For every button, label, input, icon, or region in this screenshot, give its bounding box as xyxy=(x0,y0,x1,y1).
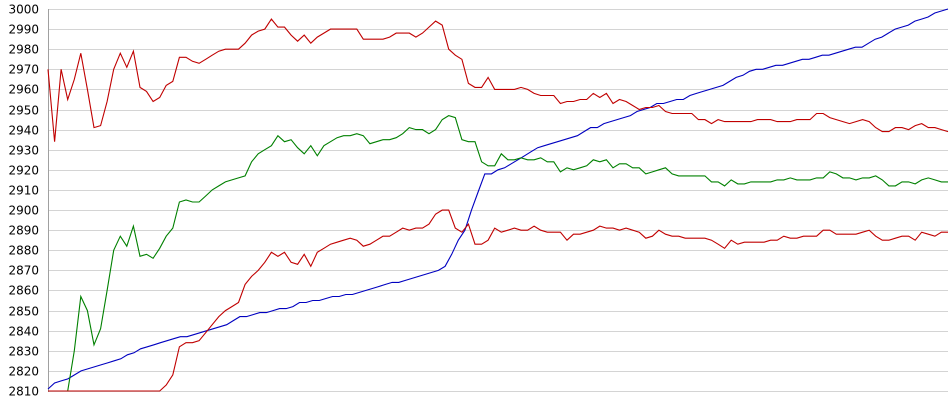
y-tick-label: 2950 xyxy=(8,104,39,118)
y-tick-label: 2860 xyxy=(8,284,39,298)
y-tick-label: 2830 xyxy=(8,345,39,359)
y-tick-label: 2940 xyxy=(8,124,39,138)
y-tick-label: 2880 xyxy=(8,244,39,258)
y-tick-label: 2930 xyxy=(8,144,39,158)
y-tick-label: 2960 xyxy=(8,83,39,97)
gridlines xyxy=(48,9,948,392)
series-line-1 xyxy=(47,8,949,390)
y-tick-label: 2890 xyxy=(8,224,39,238)
y-tick-label: 2850 xyxy=(8,305,39,319)
y-axis-tick-labels: 3000 2990 2980 2970 2960 2950 2940 2930 2920 2910… xyxy=(8,3,39,399)
y-tick-label: 3000 xyxy=(8,3,39,17)
y-tick-label: 2980 xyxy=(8,43,39,57)
series-line-3 xyxy=(48,115,948,392)
series-line-2 xyxy=(47,18,949,142)
y-tick-label: 2900 xyxy=(8,204,39,218)
y-tick-label: 2970 xyxy=(8,63,39,77)
y-tick-label: 2910 xyxy=(8,184,39,198)
series-lines xyxy=(47,8,949,392)
y-tick-label: 2820 xyxy=(8,365,39,379)
y-tick-label: 2840 xyxy=(8,325,39,339)
y-tick-label: 2810 xyxy=(8,385,39,399)
y-tick-label: 2920 xyxy=(8,164,39,178)
y-tick-label: 2990 xyxy=(8,23,39,37)
y-tick-label: 2870 xyxy=(8,264,39,278)
series-line-4 xyxy=(48,209,948,392)
